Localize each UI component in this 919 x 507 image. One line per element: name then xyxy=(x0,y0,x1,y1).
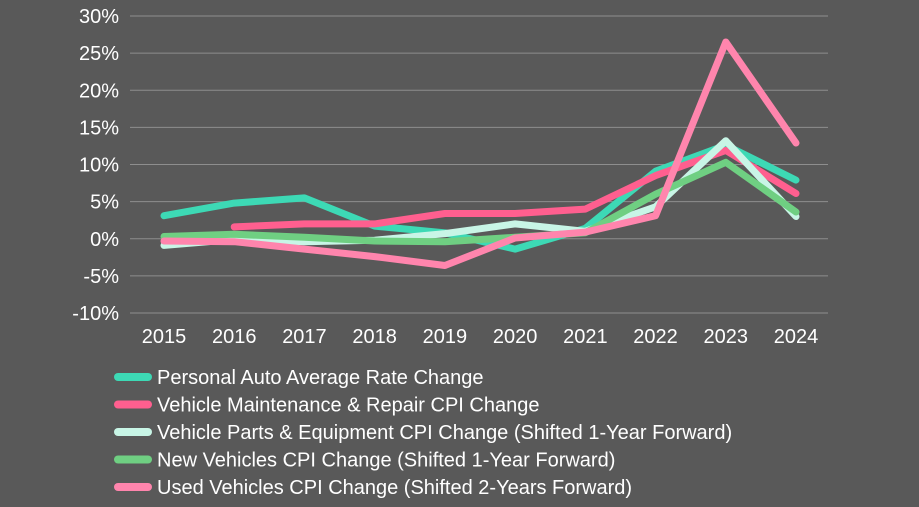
x-tick-label: 2020 xyxy=(493,326,538,348)
legend-label: Used Vehicles CPI Change (Shifted 2-Year… xyxy=(157,477,632,499)
legend-label: New Vehicles CPI Change (Shifted 1-Year … xyxy=(157,450,615,472)
x-tick-label: 2021 xyxy=(563,326,608,348)
legend-item: Vehicle Parts & Equipment CPI Change (Sh… xyxy=(114,422,732,444)
legend-label: Vehicle Maintenance & Repair CPI Change xyxy=(157,395,539,417)
y-tick-label: 15% xyxy=(79,117,119,139)
legend-item: Used Vehicles CPI Change (Shifted 2-Year… xyxy=(114,477,632,499)
y-tick-label: 5% xyxy=(90,192,119,214)
series-line-5 xyxy=(160,38,800,269)
legend-label: Personal Auto Average Rate Change xyxy=(157,367,484,389)
y-tick-label: -5% xyxy=(83,266,119,288)
series-lines xyxy=(160,38,800,269)
x-tick-label: 2017 xyxy=(282,326,327,348)
y-axis: 30% 25% 20% 15% 10% 5% 0% -5% -10% xyxy=(72,6,119,325)
x-tick-label: 2018 xyxy=(352,326,397,348)
legend-item: New Vehicles CPI Change (Shifted 1-Year … xyxy=(114,450,615,472)
x-tick-label: 2015 xyxy=(142,326,187,348)
y-tick-label: 10% xyxy=(79,155,119,177)
x-tick-label: 2024 xyxy=(774,326,819,348)
y-tick-label: 25% xyxy=(79,43,119,65)
y-tick-label: 30% xyxy=(79,6,119,28)
x-tick-label: 2022 xyxy=(633,326,678,348)
legend-item: Personal Auto Average Rate Change xyxy=(114,367,484,389)
legend: Personal Auto Average Rate Change Vehicle… xyxy=(114,367,732,499)
series-line-4 xyxy=(160,158,800,246)
series-line-2 xyxy=(230,146,800,231)
legend-label: Vehicle Parts & Equipment CPI Change (Sh… xyxy=(157,422,732,444)
x-tick-label: 2016 xyxy=(212,326,257,348)
y-tick-label: 0% xyxy=(90,229,119,251)
y-tick-label: -10% xyxy=(72,303,119,325)
x-tick-label: 2019 xyxy=(423,326,468,348)
y-tick-label: 20% xyxy=(79,80,119,102)
series-line-3 xyxy=(160,137,800,249)
x-tick-label: 2023 xyxy=(704,326,749,348)
x-axis: 2015 2016 2017 2018 2019 2020 2021 2022 2023 2024 xyxy=(142,326,819,348)
legend-item: Vehicle Maintenance & Repair CPI Change xyxy=(114,395,539,417)
